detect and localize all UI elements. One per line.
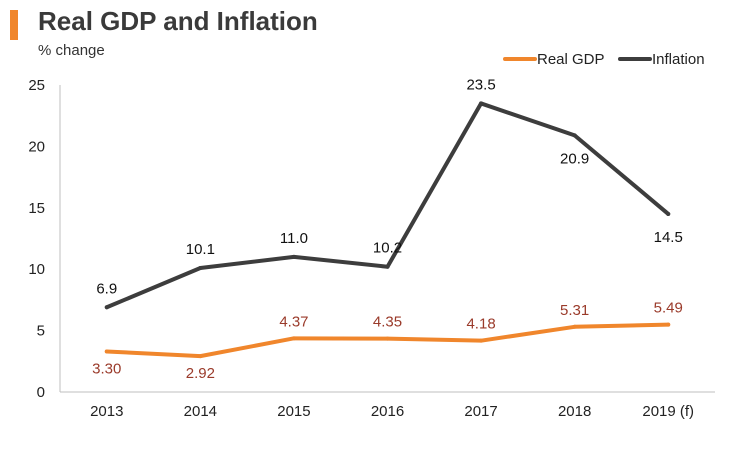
data-label: 5.49 xyxy=(654,300,683,317)
y-tick-label: 25 xyxy=(28,77,45,94)
data-point-inflation xyxy=(104,305,109,310)
y-tick-label: 10 xyxy=(28,261,45,278)
legend-label-real-gdp: Real GDP xyxy=(537,51,605,68)
data-label: 6.9 xyxy=(96,280,117,297)
data-point-real-gdp xyxy=(666,322,671,327)
chart-title: Real GDP and Inflation xyxy=(38,6,318,36)
data-point-real-gdp xyxy=(479,338,484,343)
data-label: 10.2 xyxy=(373,240,402,257)
data-point-real-gdp xyxy=(198,354,203,359)
data-label: 11.0 xyxy=(280,230,308,247)
data-point-inflation xyxy=(572,133,577,138)
data-label: 4.35 xyxy=(373,314,402,331)
data-label: 2.92 xyxy=(186,365,215,382)
x-tick-label: 2018 xyxy=(558,403,591,420)
x-tick-label: 2019 (f) xyxy=(642,403,694,420)
data-point-inflation xyxy=(479,101,484,106)
data-label: 3.30 xyxy=(92,360,121,377)
title-accent-bar xyxy=(10,10,18,40)
data-point-inflation xyxy=(385,264,390,269)
data-point-real-gdp xyxy=(572,324,577,329)
y-tick-label: 0 xyxy=(37,384,45,401)
data-point-real-gdp xyxy=(104,349,109,354)
series-line-inflation xyxy=(104,101,671,310)
data-label: 10.1 xyxy=(186,241,215,258)
x-tick-label: 2014 xyxy=(184,403,217,420)
x-tick-label: 2016 xyxy=(371,403,404,420)
data-point-real-gdp xyxy=(385,336,390,341)
data-label: 5.31 xyxy=(560,302,589,319)
y-tick-label: 15 xyxy=(28,200,45,217)
data-point-inflation xyxy=(666,211,671,216)
y-tick-label: 20 xyxy=(28,138,45,155)
data-label: 23.5 xyxy=(466,76,495,93)
data-point-real-gdp xyxy=(291,336,296,341)
x-tick-label: 2017 xyxy=(464,403,497,420)
x-tick-label: 2015 xyxy=(277,403,310,420)
chart-subtitle: % change xyxy=(38,42,105,59)
data-point-inflation xyxy=(198,265,203,270)
data-label: 4.18 xyxy=(466,316,495,333)
x-tick-label: 2013 xyxy=(90,403,123,420)
legend-label-inflation: Inflation xyxy=(652,51,705,68)
y-tick-label: 5 xyxy=(37,323,45,340)
data-point-inflation xyxy=(291,254,296,259)
data-label: 20.9 xyxy=(560,150,589,167)
data-label: 14.5 xyxy=(654,229,683,246)
data-label: 4.37 xyxy=(279,313,308,330)
